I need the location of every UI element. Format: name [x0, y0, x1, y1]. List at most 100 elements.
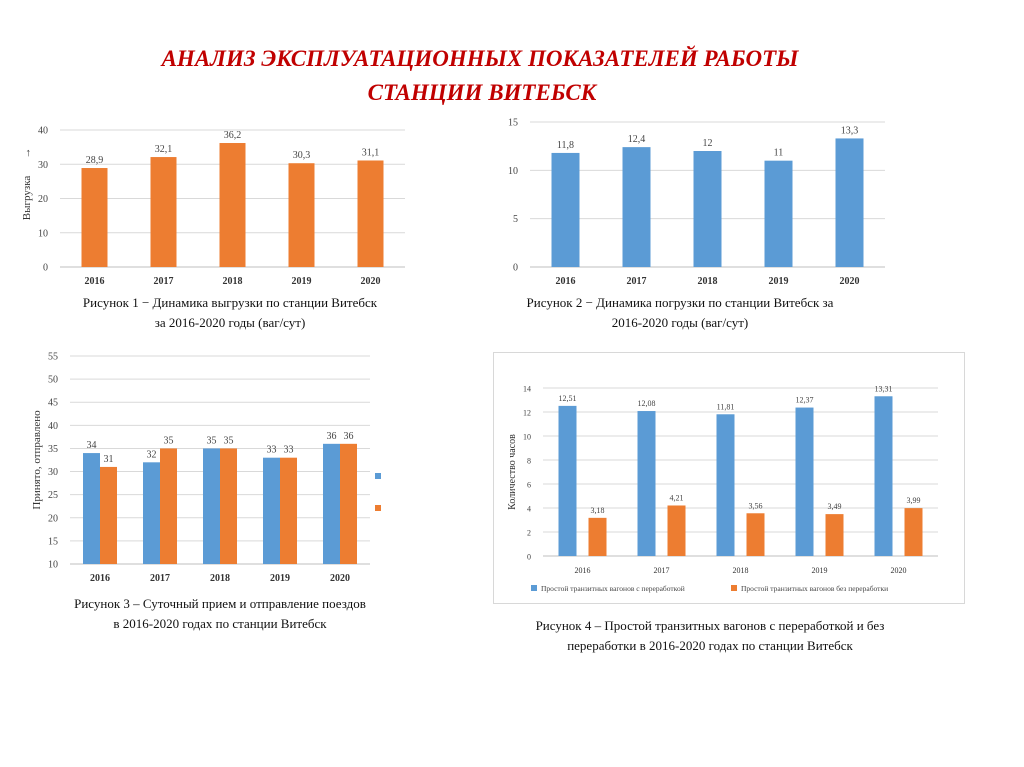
bar: [160, 448, 177, 564]
y-tick-label: 30: [38, 160, 48, 171]
y-tick-label: 2: [527, 529, 531, 538]
y-tick-label: 6: [527, 481, 531, 490]
caption-figure-2: Рисунок 2 − Динамика погрузки по станции…: [480, 293, 880, 333]
y-tick-label: 10: [508, 166, 518, 177]
y-tick-label: 40: [48, 421, 58, 432]
data-label: 3,18: [591, 506, 605, 515]
bar: [835, 138, 864, 267]
y-tick-label: 30: [48, 467, 58, 478]
page-title-line-2: СТАНЦИИ ВИТЕБСК: [367, 80, 597, 105]
x-tick-label: 2016: [85, 276, 105, 287]
caption-figure-3-line-1: Рисунок 3 – Суточный прием и отправление…: [74, 596, 366, 611]
data-label: 4,21: [670, 493, 684, 502]
y-tick-label: 20: [48, 513, 58, 524]
x-tick-label: 2016: [556, 276, 576, 287]
x-tick-label: 2018: [210, 573, 230, 584]
x-tick-label: 2019: [812, 566, 828, 575]
caption-figure-1-line-2: за 2016-2020 годы (ваг/сут): [154, 315, 306, 330]
y-axis-label: Количество часов: [507, 434, 518, 510]
bar: [280, 457, 297, 564]
y-tick-label: 0: [513, 263, 518, 274]
legend-swatch: [375, 473, 381, 479]
legend-label: Простой транзитных вагонов без переработ…: [741, 584, 888, 593]
x-tick-label: 2017: [627, 276, 647, 287]
y-tick-label: 10: [48, 560, 58, 571]
chart-loading: 0 5 10 15 2016 11,8 2017 12,4 2018 12 2019 11 2020 13…: [508, 118, 885, 287]
bar: [904, 508, 923, 556]
caption-figure-1: Рисунок 1 − Динамика выгрузки по станции…: [30, 293, 430, 333]
caption-figure-2-line-1: Рисунок 2 − Динамика погрузки по станции…: [526, 295, 834, 310]
x-tick-label: 2018: [223, 276, 243, 287]
data-label: 3,56: [749, 501, 763, 510]
bar: [323, 443, 340, 564]
data-label: 36: [327, 431, 337, 442]
data-label: 11,8: [557, 140, 574, 151]
data-label: 3,49: [828, 502, 842, 511]
legend-label: Простой транзитных вагонов с переработко…: [541, 584, 685, 593]
data-label: 13,31: [875, 384, 893, 393]
data-label: 12,4: [628, 134, 646, 145]
x-tick-label: 2020: [361, 276, 381, 287]
y-axis-arrow: →: [21, 148, 33, 159]
bar: [203, 448, 220, 564]
bar: [746, 513, 765, 556]
bar: [825, 514, 844, 556]
bar: [220, 448, 237, 564]
data-label: 12,51: [559, 394, 577, 403]
x-tick-label: 2016: [575, 566, 591, 575]
legend-swatch: [531, 585, 537, 591]
bar: [143, 462, 160, 564]
bar: [219, 143, 246, 267]
data-label: 32: [147, 449, 157, 460]
y-tick-label: 35: [48, 444, 58, 455]
data-label: 31,1: [362, 147, 380, 158]
y-tick-label: 0: [43, 263, 48, 274]
bar: [637, 411, 656, 556]
data-label: 3,99: [907, 496, 921, 505]
x-tick-label: 2020: [840, 276, 860, 287]
x-tick-label: 2017: [154, 276, 174, 287]
bar: [83, 453, 100, 564]
y-tick-label: 55: [48, 352, 58, 363]
y-tick-label: 8: [527, 457, 531, 466]
bar: [764, 160, 793, 267]
x-tick-label: 2019: [270, 573, 290, 584]
x-tick-label: 2018: [733, 566, 749, 575]
data-label: 12,08: [638, 399, 656, 408]
bar: [357, 160, 384, 267]
bar: [551, 152, 580, 267]
data-label: 33: [284, 445, 294, 456]
bar: [150, 157, 177, 267]
chart-unloading: 0 10 20 30 40 2016 28,9 2017 32,1 2018 36,2 2019 30,…: [21, 126, 405, 287]
y-tick-label: 14: [523, 385, 531, 394]
y-axis-label: Принято, отправлено: [31, 410, 43, 510]
y-tick-label: 40: [38, 126, 48, 137]
caption-figure-2-line-2: 2016-2020 годы (ваг/сут): [611, 315, 749, 330]
data-label: 12,37: [796, 396, 814, 405]
bar: [622, 147, 651, 267]
bar: [874, 396, 893, 556]
caption-figure-4-line-1: Рисунок 4 – Простой транзитных вагонов с…: [535, 618, 885, 633]
data-label: 30,3: [293, 150, 311, 161]
bar: [588, 517, 607, 556]
x-tick-label: 2019: [769, 276, 789, 287]
page-title-line-1: АНАЛИЗ ЭКСПЛУАТАЦИОННЫХ ПОКАЗАТЕЛЕЙ РАБО…: [161, 46, 799, 71]
data-label: 36: [344, 431, 354, 442]
data-label: 35: [224, 435, 234, 446]
bar: [558, 405, 577, 556]
x-tick-label: 2016: [90, 573, 110, 584]
y-tick-label: 0: [527, 553, 531, 562]
y-tick-label: 4: [527, 505, 531, 514]
chart-wagon-idle-time: 0 2 4 6 8 10 12 14 2016 12,51 3,18 2017 12,08 4,21 201…: [507, 384, 938, 593]
y-tick-label: 45: [48, 398, 58, 409]
bar: [716, 414, 735, 556]
x-tick-label: 2020: [891, 566, 907, 575]
x-tick-label: 2017: [654, 566, 670, 575]
caption-figure-4-line-2: переработки в 2016-2020 годах по станции…: [567, 638, 853, 653]
data-label: 28,9: [86, 155, 104, 166]
bar: [667, 505, 686, 556]
x-tick-label: 2020: [330, 573, 350, 584]
data-label: 11,81: [717, 402, 735, 411]
y-tick-label: 10: [523, 433, 531, 442]
x-tick-label: 2017: [150, 573, 170, 584]
